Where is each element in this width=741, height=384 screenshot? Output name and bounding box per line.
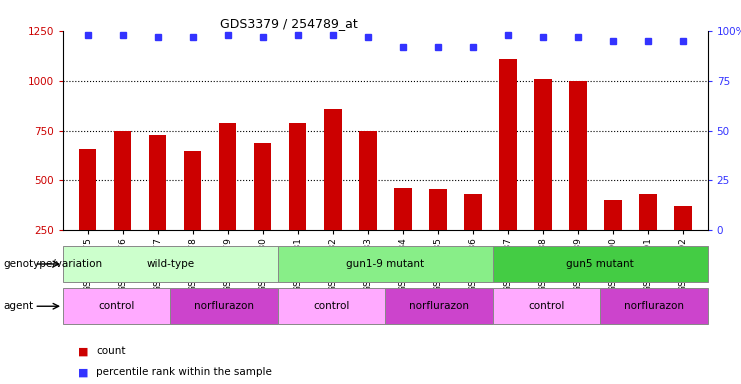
Text: count: count	[96, 346, 126, 356]
Bar	[569, 81, 587, 280]
Bar	[278, 246, 493, 282]
Bar	[278, 288, 385, 324]
Text: gun1-9 mutant: gun1-9 mutant	[346, 259, 425, 269]
Bar	[385, 288, 493, 324]
Bar	[464, 194, 482, 280]
Bar	[254, 142, 271, 280]
Text: agent: agent	[4, 301, 34, 311]
Bar	[184, 151, 202, 280]
Bar	[639, 194, 657, 280]
Text: norflurazon: norflurazon	[194, 301, 254, 311]
Text: gun5 mutant: gun5 mutant	[566, 259, 634, 269]
Text: control: control	[528, 301, 565, 311]
Bar	[219, 122, 236, 280]
Bar	[289, 122, 307, 280]
Text: norflurazon: norflurazon	[409, 301, 469, 311]
Bar	[499, 59, 516, 280]
Bar	[600, 288, 708, 324]
Bar	[429, 189, 447, 280]
Text: wild-type: wild-type	[147, 259, 194, 269]
Bar	[493, 246, 708, 282]
Bar	[114, 131, 131, 280]
Bar	[674, 207, 692, 280]
Text: percentile rank within the sample: percentile rank within the sample	[96, 367, 272, 377]
Text: control: control	[99, 301, 135, 311]
Text: ■: ■	[78, 367, 88, 377]
Bar	[534, 79, 552, 280]
Bar	[63, 246, 278, 282]
Bar	[359, 131, 376, 280]
Bar	[170, 288, 278, 324]
Bar	[79, 149, 96, 280]
Bar	[493, 288, 600, 324]
Text: control: control	[313, 301, 350, 311]
Text: norflurazon: norflurazon	[624, 301, 684, 311]
Bar	[63, 288, 170, 324]
Bar	[149, 134, 166, 280]
Bar	[324, 109, 342, 280]
Text: ■: ■	[78, 346, 88, 356]
Text: genotype/variation: genotype/variation	[4, 259, 103, 269]
Bar	[394, 189, 411, 280]
Bar	[605, 200, 622, 280]
Title: GDS3379 / 254789_at: GDS3379 / 254789_at	[220, 17, 357, 30]
